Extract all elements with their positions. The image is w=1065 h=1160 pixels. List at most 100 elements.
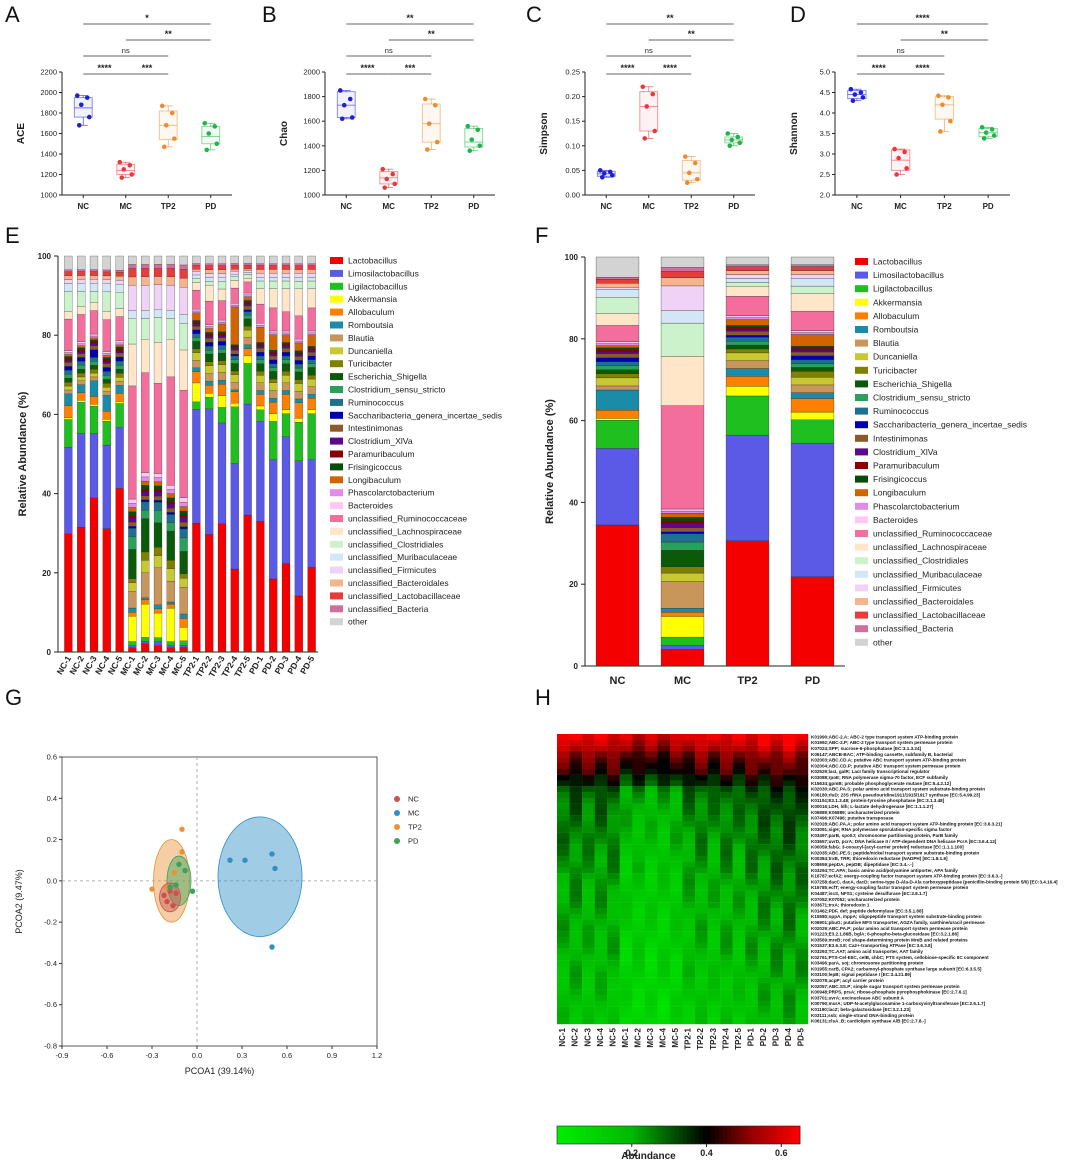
bar-segment — [102, 357, 111, 360]
bar-segment — [217, 422, 227, 525]
heatmap-cell — [607, 884, 620, 891]
heatmap-cell — [795, 751, 809, 758]
bar-segment — [281, 255, 291, 264]
heatmap-cell — [732, 879, 746, 885]
bar-segment — [205, 334, 214, 337]
heatmap-cell — [557, 850, 570, 856]
bar-segment — [230, 348, 239, 351]
bar-segment — [595, 357, 640, 362]
bar-segment — [269, 265, 278, 270]
data-point — [684, 180, 690, 185]
colorbar-segment — [561, 1126, 566, 1144]
legend-swatch — [855, 489, 868, 497]
heatmap-cell — [682, 931, 696, 938]
heatmap-cell — [682, 954, 696, 961]
bar-segment — [192, 263, 201, 266]
heatmap-cell — [582, 913, 595, 920]
heatmap-cell — [669, 774, 683, 781]
legend-swatch — [855, 353, 868, 361]
heatmap-cell — [632, 890, 646, 897]
data-point — [129, 172, 135, 177]
heatmap-cell — [720, 1012, 733, 1019]
colorbar-segment — [755, 1126, 760, 1144]
heatmap-cell — [557, 1012, 570, 1019]
heatmap-cell — [707, 902, 721, 909]
bar-segment — [660, 512, 705, 518]
heatmap-cell — [644, 786, 658, 793]
legend-swatch — [330, 334, 343, 342]
heatmap-cell — [644, 821, 658, 827]
heatmap-cell — [745, 977, 758, 984]
bar-segment — [115, 352, 124, 358]
data-point — [121, 167, 127, 172]
heatmap-cell — [770, 1018, 784, 1025]
bar-segment — [660, 517, 705, 522]
bar-segment — [192, 310, 201, 313]
heatmap-cell — [770, 792, 784, 798]
heatmap-cell — [582, 925, 595, 932]
heatmap-cell — [669, 937, 683, 943]
heatmap-cell — [695, 855, 708, 862]
data-point — [390, 171, 396, 177]
heatmap-cell — [745, 768, 758, 775]
bar-segment — [64, 381, 73, 387]
heatmap-cell — [770, 763, 784, 769]
heatmap-cell — [557, 867, 570, 874]
bar-segment — [128, 310, 137, 319]
significance-label: **** — [97, 63, 112, 73]
heatmap-cell — [782, 821, 796, 827]
heatmap-cell — [582, 786, 595, 793]
bar-segment — [790, 363, 835, 368]
heatmap-cell — [795, 826, 809, 833]
bar-segment — [102, 361, 111, 364]
heatmap-cell — [619, 768, 633, 775]
y-tick-label: 2.5 — [820, 170, 830, 179]
heatmap-cell — [720, 931, 733, 938]
heatmap-cell — [557, 768, 570, 775]
bar-segment — [141, 480, 150, 486]
y-tick-label: 2000 — [303, 68, 320, 77]
colorbar-segment — [642, 1126, 647, 1144]
bar-segment — [77, 353, 86, 358]
heatmap-cell — [669, 983, 683, 990]
bar-segment — [256, 323, 265, 326]
row-label: K00016;LDH, ldh; L-lactate dehydrogenase… — [811, 804, 934, 809]
data-point — [946, 95, 951, 100]
heatmap-cell — [782, 797, 796, 804]
heatmap-cell — [644, 809, 658, 816]
heatmap-cell — [582, 908, 595, 914]
bar-segment — [115, 401, 124, 404]
heatmap-cell — [720, 960, 733, 967]
heatmap-cell — [782, 896, 796, 903]
heatmap-cell — [607, 774, 620, 781]
legend-label: Lactobacillus — [348, 256, 397, 266]
heatmap-cell — [732, 821, 746, 827]
heatmap-cell — [594, 1012, 608, 1019]
bar-segment — [153, 481, 163, 486]
bar-segment — [281, 348, 291, 353]
heatmap-cell — [745, 1000, 758, 1007]
bar-segment — [64, 374, 73, 379]
heatmap-cell — [657, 734, 671, 740]
heatmap-cell — [782, 867, 796, 874]
bar-segment — [595, 349, 640, 352]
heatmap-cell — [745, 879, 758, 885]
heatmap-cell — [644, 913, 658, 920]
heatmap-cell — [594, 873, 608, 880]
bar-segment — [166, 512, 175, 515]
heatmap-cell — [732, 734, 746, 740]
heatmap-cell — [644, 908, 658, 914]
heatmap-cell — [557, 983, 570, 990]
data-point — [852, 92, 858, 97]
heatmap-cell — [557, 942, 570, 949]
heatmap-cell — [669, 942, 683, 949]
bar-segment — [64, 419, 73, 448]
heatmap-cell — [657, 739, 671, 746]
heatmap-cell — [720, 989, 733, 996]
colorbar-segment — [795, 1126, 801, 1144]
bar-segment — [89, 345, 99, 350]
heatmap-cell — [619, 815, 633, 822]
point-tp2 — [179, 826, 185, 832]
heatmap-cell — [569, 734, 583, 740]
heatmap-cell — [757, 861, 771, 868]
